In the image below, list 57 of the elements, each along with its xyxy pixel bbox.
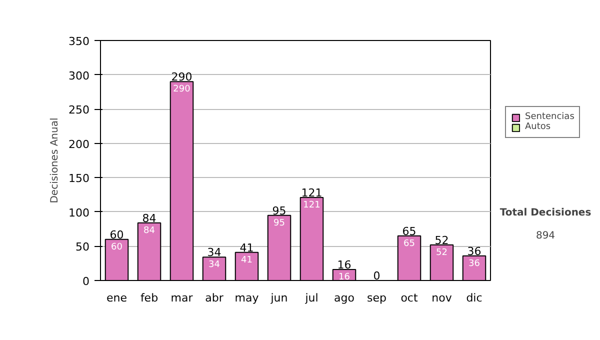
total-label: 290 [171,70,192,84]
y-tick-label: 300 [68,69,90,82]
x-tick-label: sep [367,292,387,304]
x-tick-label: abr [205,292,224,304]
data-label: 36 [468,258,480,269]
y-tick-label: 50 [76,240,90,254]
total-label: 121 [301,186,322,200]
total-label: 95 [272,204,286,218]
data-label: 41 [241,255,252,266]
bar [104,238,129,280]
x-tick-label: jul [304,292,318,304]
legend-label: Sentencias [525,112,574,122]
bar [397,235,422,280]
x-tick-label: oct [400,292,418,304]
total-label: 41 [240,241,254,254]
y-axis-title: Decisiones Anual [50,118,61,204]
x-tick-label: feb [140,292,158,304]
data-label: 84 [144,226,156,236]
total-label: 84 [142,212,156,225]
y-tick-label: 150 [68,172,90,186]
data-label: 290 [173,84,191,95]
y-tick-label: 350 [68,35,90,48]
x-tick-label: jun [270,292,288,304]
y-tick-label: 250 [68,104,90,117]
data-label: 121 [303,200,320,211]
x-tick-label: nov [432,292,452,304]
x-tick-label: ene [106,292,128,304]
data-label: 95 [274,218,285,228]
x-tick-label: ago [334,292,355,304]
data-label: 65 [404,238,415,249]
total-label: 0 [373,270,380,282]
bar [234,252,259,280]
y-tick-label: 200 [68,138,90,151]
x-tick-label: dic [466,292,482,304]
text: 894 [536,230,556,242]
data-label: 16 [338,272,350,283]
total-label: 65 [402,224,416,238]
total-label: 36 [467,244,482,258]
text: Total Decisiones [500,208,592,218]
x-tick-label: mar [170,292,194,304]
bar [170,81,194,280]
data-label: 34 [208,260,220,270]
total-label: 34 [207,246,222,260]
bar [430,244,454,280]
legend-label: Autos [525,122,551,132]
bar [267,214,292,280]
data-label: 52 [436,248,448,258]
total-label: 52 [434,234,449,247]
bar [300,197,324,280]
data-label: 60 [111,242,123,252]
y-tick-label: 100 [68,206,90,220]
total-label: 16 [337,258,352,272]
x-tick-label: may [234,292,260,304]
bar [202,256,226,280]
total-label: 60 [110,228,124,242]
y-tick-label: 0 [82,275,90,288]
bar [137,222,162,280]
